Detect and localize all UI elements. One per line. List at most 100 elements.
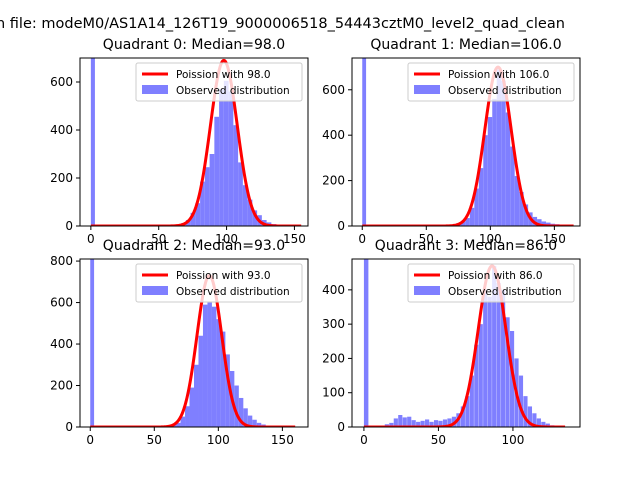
legend-hist-swatch: [414, 286, 440, 295]
histogram-bar: [509, 331, 515, 427]
y-tick-label: 200: [50, 171, 73, 185]
histogram-bar: [256, 422, 262, 427]
histogram-bar: [176, 422, 181, 427]
histogram-bar: [523, 204, 529, 226]
x-tick-label: 150: [271, 433, 294, 447]
histogram-bar: [393, 418, 398, 427]
histogram-bar: [496, 69, 502, 226]
histogram-bar: [465, 396, 470, 427]
histogram-bar: [238, 397, 244, 427]
x-tick-label: 150: [543, 232, 566, 246]
quadrant-title: Quadrant 1: Median=106.0: [370, 37, 561, 53]
y-tick-label: 0: [337, 420, 345, 434]
legend-poisson-label: Poission with 106.0: [448, 69, 549, 81]
histogram-bar: [189, 387, 194, 427]
axes-frame: [351, 258, 581, 428]
axes-frame: [79, 258, 309, 428]
y-tick-label: 200: [322, 351, 345, 365]
plot-area: [363, 259, 566, 427]
histogram-bar: [233, 125, 239, 226]
x-tick-label: 0: [86, 433, 94, 447]
histogram-bar: [532, 413, 537, 427]
y-tick-label: 100: [322, 386, 345, 400]
histogram-bar: [478, 168, 484, 226]
y-tick-label: 600: [50, 75, 73, 89]
histogram-bar: [546, 222, 551, 226]
legend-hist-swatch: [142, 286, 168, 295]
x-tick-label: 100: [215, 232, 238, 246]
axes-frame: [351, 57, 581, 227]
y-tick-label: 400: [322, 128, 345, 142]
legend-box: [135, 263, 303, 303]
histogram-bar: [492, 265, 497, 427]
histogram-bar: [460, 221, 466, 226]
histogram-bar: [416, 421, 421, 427]
histogram-bar: [216, 319, 221, 427]
x-tick-label: 50: [419, 232, 434, 246]
y-tick-label: 0: [65, 219, 73, 233]
histogram-bar: [438, 420, 443, 427]
histogram-bar: [247, 199, 253, 226]
x-tick-label: 100: [207, 433, 230, 447]
histogram-bar: [242, 185, 248, 226]
histogram-bar: [469, 207, 475, 226]
x-tick-label: 50: [431, 433, 446, 447]
legend-hist-swatch: [142, 85, 168, 94]
y-tick-label: 600: [322, 83, 345, 97]
legend-hist-label: Observed distribution: [176, 286, 290, 298]
histogram-bar: [541, 421, 546, 427]
x-tick-label: 100: [479, 232, 502, 246]
histogram-bar: [483, 135, 488, 226]
y-tick-label: 0: [337, 219, 345, 233]
histogram-bar: [411, 420, 416, 427]
histogram-bar: [505, 112, 511, 226]
x-tick-label: 50: [147, 433, 162, 447]
histogram-bar: [465, 218, 470, 226]
histogram-bar: [223, 80, 229, 226]
x-tick-label: 150: [283, 232, 306, 246]
x-tick-label: 0: [360, 433, 368, 447]
legend-hist-label: Observed distribution: [448, 286, 562, 298]
histogram-bar: [402, 417, 407, 427]
histogram-bar: [220, 331, 226, 427]
y-tick-label: 400: [50, 123, 73, 137]
plot-area: [90, 58, 303, 226]
quadrant-3-chart: 0 50 100 0 100 200 300 400 Poission with 86.0 Obs…: [322, 238, 581, 447]
y-tick-label: 400: [50, 337, 73, 351]
histogram-bar: [180, 416, 186, 427]
poisson-curve: [363, 264, 566, 427]
quadrant-2-chart: 0 50 100 150 0 200 400 600 800 Poission with 93.0…: [50, 238, 309, 447]
histogram-bar: [518, 375, 524, 427]
histogram-bar: [496, 283, 501, 427]
histogram-bar: [510, 146, 515, 226]
quadrant-title: Quadrant 2: Median=93.0: [103, 238, 285, 254]
y-tick-label: 200: [50, 379, 73, 393]
legend-poisson-label: Poission with 93.0: [176, 270, 271, 282]
histogram-bar: [505, 317, 510, 427]
zero-spike-bar: [90, 259, 95, 427]
legend-box: [407, 263, 575, 303]
histogram-bar: [195, 203, 201, 226]
histogram-bar: [483, 289, 488, 427]
histogram-bar: [247, 415, 253, 427]
histogram-bar: [527, 406, 533, 427]
x-tick-label: 50: [151, 232, 166, 246]
histogram-bar: [228, 91, 234, 226]
histogram-bar: [501, 80, 506, 226]
histogram-bar: [202, 304, 208, 427]
histogram-bar: [474, 344, 479, 427]
histogram-bar: [442, 419, 448, 427]
histogram-bar: [469, 375, 474, 427]
histogram-bar: [523, 396, 528, 427]
legend-hist-label: Observed distribution: [176, 85, 290, 97]
histogram-bar: [194, 364, 199, 427]
histogram-bar: [478, 324, 483, 427]
histogram-bar: [460, 406, 465, 427]
histogram-bar: [234, 385, 239, 427]
axes-frame: [79, 57, 309, 227]
y-tick-label: 200: [322, 174, 345, 188]
histogram-bar: [204, 167, 210, 226]
poisson-curve: [90, 58, 303, 226]
quadrant-panels: 0 50 100 150 0 200 400 600 Poission with 98.0 Obs…: [50, 37, 581, 447]
